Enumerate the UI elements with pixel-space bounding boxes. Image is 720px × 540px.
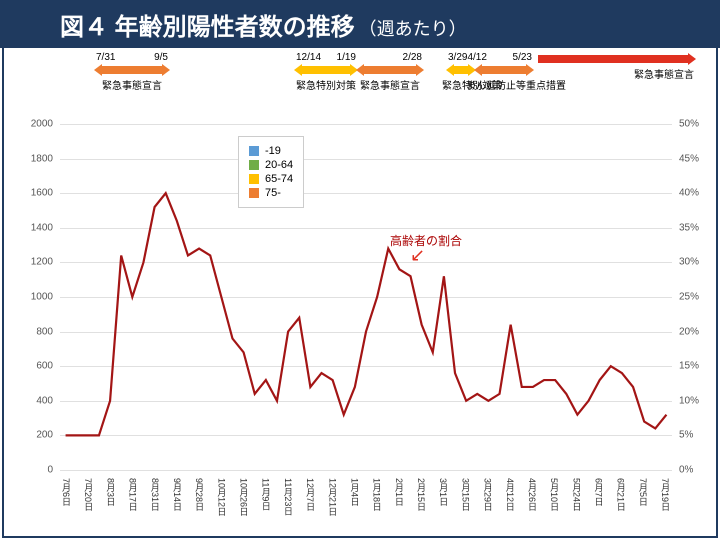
legend-item: -19 bbox=[249, 145, 293, 157]
x-tick-label bbox=[384, 474, 393, 534]
x-tick-label: 8月17日 bbox=[127, 474, 140, 534]
x-tick-label: 9月14日 bbox=[171, 474, 184, 534]
x-tick-label: 11月23日 bbox=[282, 474, 295, 534]
x-tick-label bbox=[273, 474, 282, 534]
x-tick-label bbox=[361, 474, 370, 534]
x-tick-label bbox=[495, 474, 504, 534]
period-marker: 12/141/19緊急特別対策 bbox=[296, 52, 356, 92]
x-tick-label: 6月21日 bbox=[615, 474, 628, 534]
x-tick-label: 10月26日 bbox=[238, 474, 251, 534]
stacked-bars bbox=[60, 124, 672, 470]
x-tick-label bbox=[606, 474, 615, 534]
y-axis-left: 0200400600800100012001400160018002000 bbox=[15, 124, 55, 470]
legend-item: 65-74 bbox=[249, 173, 293, 185]
x-tick-label: 2月1日 bbox=[393, 474, 406, 534]
x-tick-label bbox=[317, 474, 326, 534]
period-marker: 2/28緊急事態宣言 bbox=[358, 52, 422, 92]
x-tick-label: 9月28日 bbox=[193, 474, 206, 534]
x-tick-label: 7月6日 bbox=[60, 474, 73, 534]
x-tick-label bbox=[162, 474, 171, 534]
chart-title: 図４ 年齢別陽性者数の推移（週あたり） bbox=[60, 7, 467, 42]
x-tick-label bbox=[406, 474, 415, 534]
x-tick-label bbox=[295, 474, 304, 534]
x-tick-label: 5月10日 bbox=[548, 474, 561, 534]
y-axis-right: 0%5%10%15%20%25%30%35%40%45%50% bbox=[677, 124, 717, 470]
x-tick-label bbox=[539, 474, 548, 534]
x-tick-label: 7月20日 bbox=[82, 474, 95, 534]
period-marker: 7/319/5緊急事態宣言 bbox=[96, 52, 168, 92]
x-tick-label bbox=[95, 474, 104, 534]
x-tick-label bbox=[583, 474, 592, 534]
x-tick-label: 12月7日 bbox=[304, 474, 317, 534]
title-bar: 図４ 年齢別陽性者数の推移（週あたり） bbox=[0, 0, 720, 48]
x-tick-label bbox=[428, 474, 437, 534]
x-tick-label: 3月1日 bbox=[437, 474, 450, 534]
x-tick-label bbox=[650, 474, 659, 534]
x-tick-label bbox=[117, 474, 126, 534]
legend: -19 20-64 65-74 75- bbox=[238, 136, 304, 208]
x-tick-label: 3月29日 bbox=[482, 474, 495, 534]
x-tick-label bbox=[561, 474, 570, 534]
x-tick-label bbox=[73, 474, 82, 534]
x-axis: 7月6日 7月20日 8月3日 8月17日 8月31日 9月14日 9月28日 10月12日 1… bbox=[60, 474, 672, 540]
x-tick-label bbox=[628, 474, 637, 534]
x-tick-label: 2月15日 bbox=[415, 474, 428, 534]
x-tick-label: 1月4日 bbox=[348, 474, 361, 534]
x-tick-label: 4月12日 bbox=[504, 474, 517, 534]
period-marker: 緊急事態宣言 bbox=[534, 52, 694, 81]
x-tick-label bbox=[140, 474, 149, 534]
x-tick-label: 10月12日 bbox=[215, 474, 228, 534]
x-tick-label: 6月7日 bbox=[593, 474, 606, 534]
period-markers: 7/319/5緊急事態宣言12/141/19緊急特別対策2/28緊急事態宣言3/… bbox=[0, 52, 720, 112]
x-tick-label: 7月19日 bbox=[659, 474, 672, 534]
x-tick-label: 4月26日 bbox=[526, 474, 539, 534]
legend-item: 75- bbox=[249, 187, 293, 199]
x-tick-label: 7月5日 bbox=[637, 474, 650, 534]
x-tick-label: 1月18日 bbox=[371, 474, 384, 534]
chart-area: 0200400600800100012001400160018002000 0%… bbox=[60, 124, 672, 470]
x-tick-label bbox=[472, 474, 481, 534]
x-tick-label bbox=[251, 474, 260, 534]
x-tick-label: 5月24日 bbox=[570, 474, 583, 534]
x-tick-label bbox=[339, 474, 348, 534]
x-tick-label bbox=[450, 474, 459, 534]
x-tick-label: 3月15日 bbox=[459, 474, 472, 534]
period-marker: 5/23まん延防止等重点措置 bbox=[476, 52, 532, 92]
x-tick-label: 11月9日 bbox=[260, 474, 273, 534]
x-tick-label: 8月3日 bbox=[104, 474, 117, 534]
x-tick-label bbox=[228, 474, 237, 534]
x-tick-label bbox=[184, 474, 193, 534]
x-tick-label bbox=[517, 474, 526, 534]
x-tick-label: 8月31日 bbox=[149, 474, 162, 534]
x-tick-label: 12月21日 bbox=[326, 474, 339, 534]
x-tick-label bbox=[206, 474, 215, 534]
annotation-arrow-icon: ↙ bbox=[410, 245, 482, 266]
legend-item: 20-64 bbox=[249, 159, 293, 171]
annotation-elderly-ratio: 高齢者の割合 ↙ bbox=[390, 232, 462, 270]
